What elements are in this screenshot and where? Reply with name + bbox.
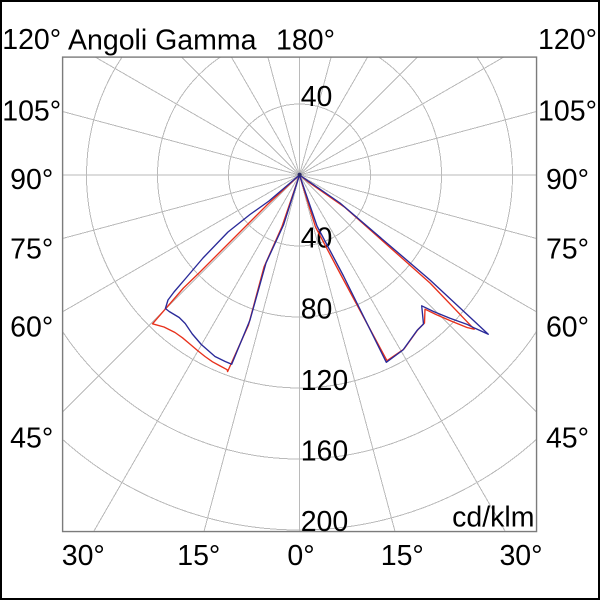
svg-text:60°: 60°: [546, 312, 589, 344]
svg-text:45°: 45°: [10, 423, 53, 455]
svg-text:30°: 30°: [499, 540, 542, 572]
svg-text:105°: 105°: [2, 96, 61, 128]
svg-text:30°: 30°: [62, 540, 105, 572]
svg-text:160: 160: [301, 436, 349, 468]
svg-text:45°: 45°: [546, 423, 589, 455]
svg-text:120: 120: [301, 365, 349, 397]
svg-text:180°: 180°: [276, 25, 335, 57]
svg-text:90°: 90°: [546, 164, 589, 196]
svg-text:75°: 75°: [546, 233, 589, 265]
svg-text:15°: 15°: [381, 540, 424, 572]
svg-text:105°: 105°: [538, 96, 597, 128]
svg-text:60°: 60°: [10, 312, 53, 344]
svg-text:200: 200: [301, 506, 349, 538]
svg-text:75°: 75°: [10, 233, 53, 265]
svg-text:0°: 0°: [287, 540, 314, 572]
svg-text:120°: 120°: [2, 24, 61, 56]
svg-text:cd/klm: cd/klm: [452, 502, 534, 534]
svg-text:90°: 90°: [10, 164, 53, 196]
svg-text:15°: 15°: [177, 540, 220, 572]
svg-text:80: 80: [301, 294, 333, 326]
svg-text:40: 40: [301, 81, 333, 113]
svg-text:Angoli Gamma: Angoli Gamma: [68, 25, 257, 57]
svg-text:120°: 120°: [538, 24, 597, 56]
